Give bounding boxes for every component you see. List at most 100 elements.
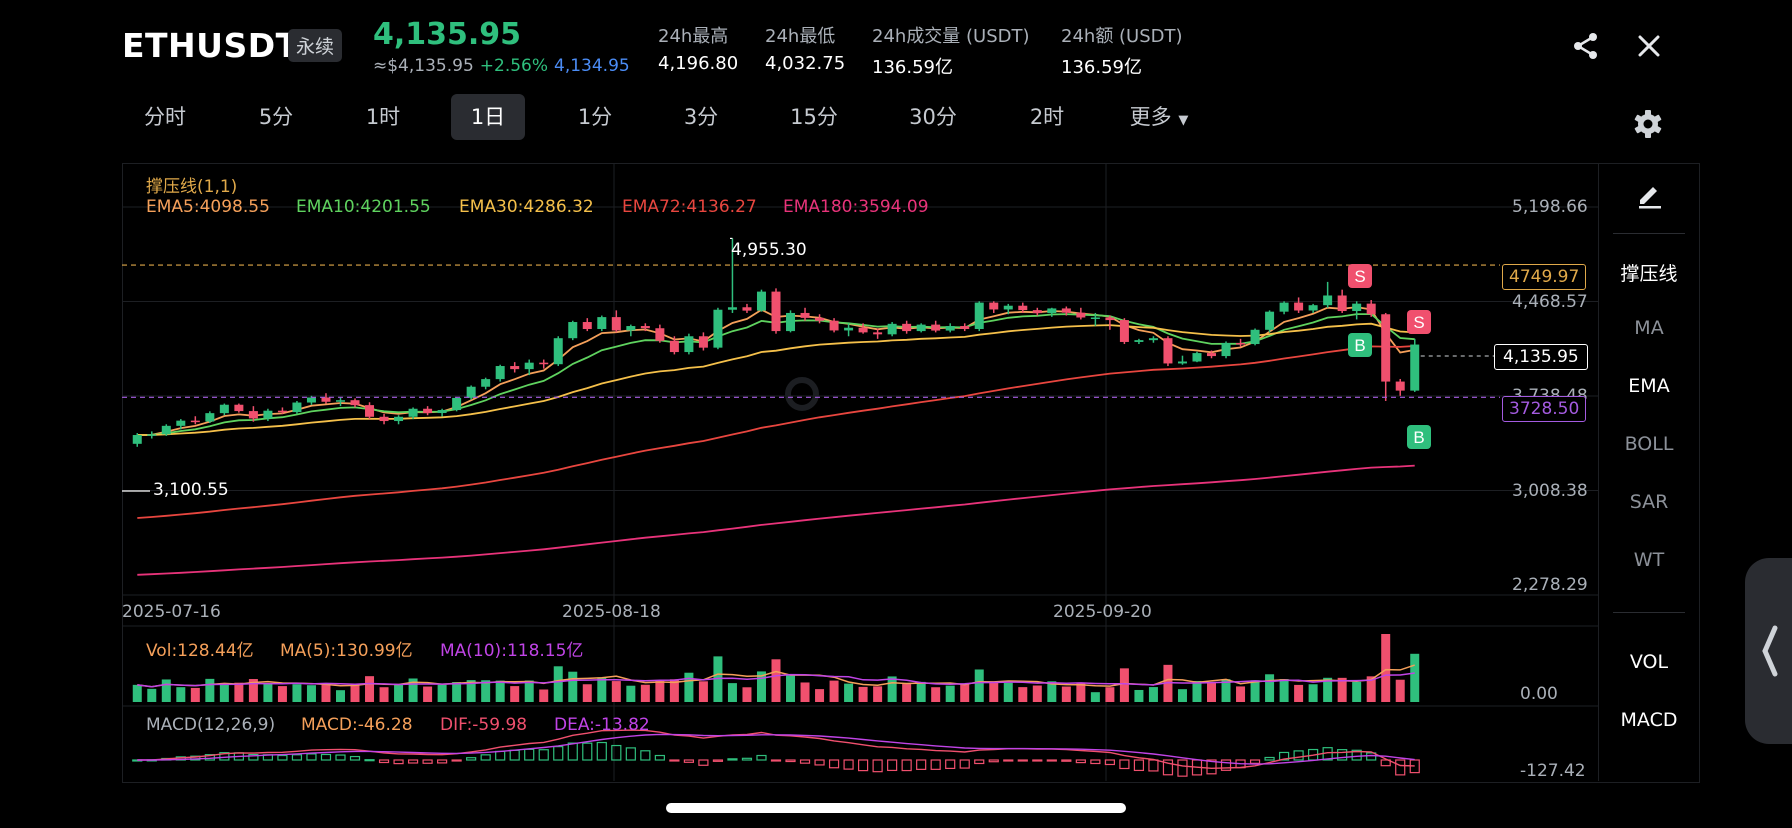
more-label: 更多: [1129, 105, 1172, 129]
signal-label: B: [1354, 336, 1365, 355]
macd-histogram-bar: [495, 750, 506, 761]
mark-price: 4,134.95: [554, 56, 630, 76]
candle-body: [466, 386, 476, 398]
candle-body: [452, 397, 462, 411]
tab-1d[interactable]: 1日: [451, 94, 525, 140]
side-item-ma[interactable]: MA: [1634, 317, 1664, 339]
gear-icon[interactable]: [1631, 107, 1665, 141]
volume-bar: [1294, 684, 1304, 702]
candle-body: [1381, 314, 1391, 382]
legend-name: MA(10): [440, 641, 502, 661]
volume-bar: [1410, 653, 1420, 702]
pencil-icon[interactable]: [1599, 180, 1699, 215]
legend-name: MA(5): [280, 641, 331, 661]
volume-bar: [1003, 682, 1013, 702]
macd-histogram-bar: [741, 757, 753, 761]
macd-histogram-bar: [1061, 759, 1072, 762]
candle-body: [989, 302, 999, 310]
volume-bar: [1076, 683, 1086, 702]
candle-body: [350, 400, 360, 406]
macd-histogram-bar: [916, 759, 927, 770]
close-icon[interactable]: [1632, 29, 1666, 63]
ema180-line: [137, 464, 1415, 576]
volume-bar: [1308, 684, 1318, 702]
tab-5m[interactable]: 5分: [258, 105, 294, 129]
volume-bar: [1047, 681, 1057, 702]
volume-bar: [161, 679, 171, 702]
tab-1m[interactable]: 1分: [577, 105, 613, 129]
candle-body: [698, 336, 708, 348]
more-dropdown[interactable]: 更多 ▼: [1109, 94, 1209, 140]
resistance-level-label: 4749.97: [1502, 264, 1587, 290]
x-tick: 2025-09-20: [1053, 602, 1152, 622]
macd-histogram-bar: [1264, 756, 1275, 761]
side-item-sar[interactable]: SAR: [1629, 491, 1669, 513]
candle-body: [1163, 338, 1173, 364]
legend-value: -59.98: [472, 715, 528, 735]
candle-body: [1279, 302, 1289, 312]
volume-axis-label: 0.00: [1520, 684, 1558, 704]
volume-bar: [1323, 677, 1333, 702]
side-item-macd[interactable]: MACD: [1620, 709, 1678, 731]
ema-value: 4201.55: [360, 197, 431, 217]
ema-name: EMA30: [459, 197, 518, 217]
ema5-legend: EMA5:4098.55: [146, 197, 270, 217]
side-item-vol[interactable]: VOL: [1629, 651, 1669, 673]
volume-bar: [1279, 679, 1289, 702]
volume-bar: [756, 671, 766, 702]
stat-24h-volume: 24h成交量 (USDT) 136.59亿: [872, 22, 1030, 79]
volume-bar: [1090, 692, 1100, 702]
candle-body: [800, 312, 810, 318]
volume-bar: [1148, 687, 1158, 702]
tab-1h[interactable]: 1时: [365, 105, 401, 129]
side-item-boll[interactable]: BOLL: [1624, 433, 1674, 455]
volume-bar: [365, 676, 375, 702]
tab-3m[interactable]: 3分: [683, 105, 719, 129]
volume-bar: [1119, 668, 1129, 702]
candle-body: [1047, 308, 1057, 314]
tab-30m[interactable]: 30分: [909, 105, 957, 129]
candle-body: [974, 302, 984, 330]
macd-histogram-bar: [407, 759, 419, 764]
home-indicator: [666, 803, 1126, 813]
macd-histogram-bar: [1119, 759, 1130, 770]
change-percent: +2.56%: [479, 56, 549, 76]
side-item-wt[interactable]: WT: [1633, 549, 1665, 571]
tab-2h[interactable]: 2时: [1029, 105, 1065, 129]
volume-bar: [960, 684, 970, 702]
side-item-ema[interactable]: EMA: [1628, 375, 1670, 397]
macd-histogram-bar: [291, 754, 303, 761]
candle-body: [873, 332, 883, 335]
macd-histogram-bar: [814, 759, 825, 766]
volume-bar: [640, 684, 650, 702]
legend-name: DEA: [554, 715, 590, 735]
macd-histogram-bar: [1278, 751, 1290, 761]
macd-histogram-bar: [1395, 759, 1406, 776]
candle-body: [1119, 320, 1129, 342]
volume-bar: [510, 686, 520, 702]
side-drawer-handle[interactable]: [1745, 558, 1792, 744]
candle-body: [597, 317, 607, 330]
macd-histogram-bar: [306, 753, 317, 761]
symbol-title: ETHUSDT: [122, 26, 299, 65]
volume-bar: [873, 686, 883, 702]
macd-histogram-bar: [1293, 750, 1304, 761]
legend-name: DIF: [440, 715, 467, 735]
side-item-support-resistance[interactable]: 撑压线: [1620, 263, 1678, 285]
volume-bar: [916, 681, 926, 702]
macd-histogram-bar: [799, 759, 811, 764]
ema72-legend: EMA72:4136.27: [622, 197, 757, 217]
volume-bar: [234, 682, 244, 702]
volume-bar: [132, 684, 142, 702]
candle-body: [1337, 295, 1347, 312]
macd-histogram-bar: [320, 753, 332, 761]
share-icon[interactable]: [1569, 29, 1603, 63]
macd-histogram-bar: [858, 759, 869, 772]
candle-body: [176, 420, 186, 426]
watermark-logo: [785, 377, 819, 411]
tab-15m[interactable]: 15分: [790, 105, 838, 129]
low-annotation: 3,100.55: [153, 480, 229, 500]
chart-container: [122, 163, 1700, 783]
tab-fenshi[interactable]: 分时: [144, 105, 186, 129]
